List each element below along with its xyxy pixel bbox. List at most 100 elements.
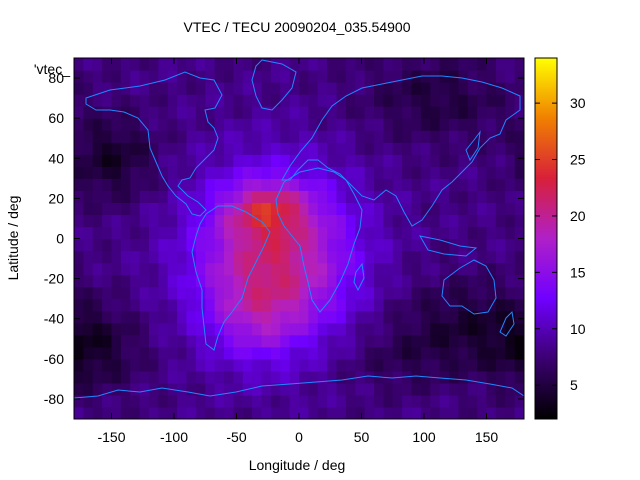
heatmap-cell — [486, 190, 497, 203]
heatmap-cell — [205, 334, 216, 348]
heatmap-cell — [261, 178, 272, 191]
heatmap-cell — [214, 382, 225, 396]
heatmap-cell — [224, 202, 234, 216]
heatmap-cell — [233, 82, 244, 95]
heatmap-cell — [139, 202, 150, 216]
heatmap-cell — [205, 322, 216, 336]
heatmap-cell — [505, 82, 516, 95]
heatmap-cell — [224, 154, 234, 167]
heatmap-cell — [308, 106, 319, 119]
heatmap-cell — [92, 382, 103, 396]
heatmap-cell — [242, 142, 253, 155]
heatmap-cell — [364, 94, 375, 107]
heatmap-cell — [214, 106, 225, 119]
heatmap-cell — [111, 298, 122, 312]
heatmap-cell — [261, 250, 272, 264]
heatmap-cell — [111, 358, 122, 372]
heatmap-cell — [214, 274, 225, 288]
heatmap-cell — [336, 274, 347, 288]
heatmap-cell — [270, 262, 281, 276]
heatmap-cell — [102, 370, 113, 384]
heatmap-cell — [392, 178, 403, 191]
heatmap-cell — [486, 214, 497, 228]
heatmap-cell — [345, 214, 356, 228]
heatmap-cell — [514, 130, 524, 143]
heatmap-cell — [458, 262, 469, 276]
heatmap-cell — [167, 82, 178, 95]
heatmap-cell — [458, 382, 469, 396]
heatmap-cell — [374, 406, 384, 419]
heatmap-cell — [186, 310, 197, 324]
heatmap-cell — [477, 262, 488, 276]
heatmap-cell — [167, 322, 178, 336]
heatmap-cell — [83, 406, 94, 419]
x-tick-label: 50 — [354, 429, 370, 445]
heatmap-cell — [74, 322, 84, 336]
heatmap-cell — [364, 310, 375, 324]
heatmap-cell — [289, 310, 300, 324]
heatmap-cell — [505, 406, 516, 419]
heatmap-cell — [327, 118, 338, 131]
chart-title: VTEC / TECU 20090204_035.54900 — [183, 19, 410, 35]
heatmap-cell — [130, 118, 141, 131]
heatmap-cell — [186, 226, 197, 240]
heatmap-cell — [364, 214, 375, 228]
heatmap-cell — [411, 118, 422, 131]
heatmap-cell — [270, 190, 281, 203]
heatmap-cell — [392, 130, 403, 143]
heatmap-cell — [355, 262, 366, 276]
heatmap-cell — [111, 106, 122, 119]
heatmap-cell — [186, 142, 197, 155]
heatmap-cell — [514, 382, 524, 396]
heatmap-cell — [120, 130, 131, 143]
heatmap-cell — [383, 70, 394, 83]
heatmap-cell — [439, 334, 450, 348]
heatmap-cell — [177, 166, 188, 179]
heatmap-cell — [139, 214, 150, 228]
heatmap-cell — [167, 334, 178, 348]
heatmap-cell — [158, 250, 169, 264]
heatmap-cell — [374, 334, 384, 348]
heatmap-cell — [120, 346, 131, 360]
heatmap-cell — [158, 214, 169, 228]
heatmap-cell — [261, 298, 272, 312]
heatmap-cell — [92, 142, 103, 155]
heatmap-cell — [420, 178, 431, 191]
heatmap-cell — [374, 166, 384, 179]
heatmap-cell — [383, 382, 394, 396]
heatmap-cell — [505, 262, 516, 276]
heatmap-cell — [186, 346, 197, 360]
heatmap-cell — [195, 70, 206, 83]
heatmap-cell — [242, 346, 253, 360]
heatmap-cell — [336, 154, 347, 167]
heatmap-cell — [120, 202, 131, 216]
heatmap-cell — [233, 358, 244, 372]
heatmap-cell — [270, 394, 281, 408]
heatmap-cell — [364, 154, 375, 167]
heatmap-cell — [289, 394, 300, 408]
heatmap-cell — [317, 70, 328, 83]
heatmap-cell — [83, 190, 94, 203]
heatmap-cell — [158, 82, 169, 95]
heatmap-cell — [139, 310, 150, 324]
heatmap-cell — [242, 298, 253, 312]
heatmap-cell — [327, 274, 338, 288]
heatmap-cell — [120, 406, 131, 419]
heatmap-cell — [430, 166, 441, 179]
heatmap-cell — [430, 226, 441, 240]
heatmap-cell — [158, 58, 169, 71]
heatmap-cell — [345, 310, 356, 324]
heatmap-cell — [92, 94, 103, 107]
heatmap-cell — [317, 262, 328, 276]
heatmap-cell — [83, 322, 94, 336]
heatmap-cell — [261, 382, 272, 396]
heatmap-cell — [514, 274, 524, 288]
heatmap-cell — [411, 166, 422, 179]
heatmap-cell — [458, 178, 469, 191]
heatmap-cell — [392, 262, 403, 276]
heatmap-cell — [467, 106, 478, 119]
heatmap-cell — [514, 286, 524, 300]
heatmap-cell — [102, 346, 113, 360]
heatmap-cell — [449, 82, 459, 95]
heatmap-cell — [411, 322, 422, 336]
